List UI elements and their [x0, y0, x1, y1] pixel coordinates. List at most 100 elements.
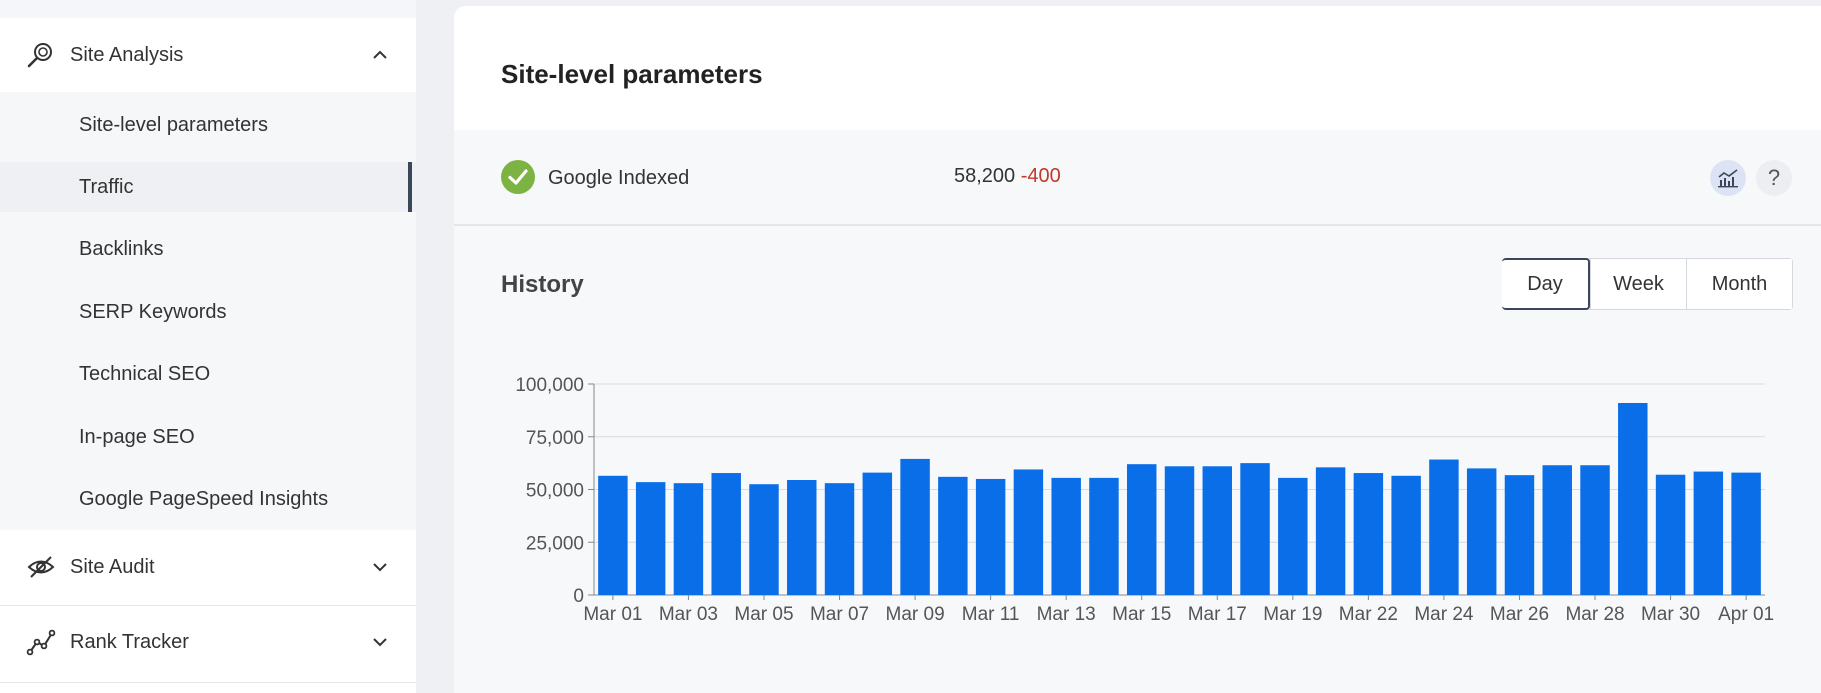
x-tick-label: Mar 03 — [659, 604, 718, 625]
bar-mar-02 — [635, 482, 666, 595]
sidebar-top-strip — [0, 0, 416, 18]
x-tick-label: Mar 15 — [1112, 604, 1171, 625]
metric-label: Google Indexed — [548, 167, 690, 189]
period-month-button[interactable]: Month — [1686, 259, 1792, 309]
sidebar-section-site-audit[interactable]: Site Audit — [0, 530, 416, 604]
chevron-down-icon[interactable] — [368, 555, 392, 579]
bar-mar-11 — [975, 478, 1006, 595]
sidebar-item-label: Site-level parameters — [79, 113, 268, 136]
x-tick-label: Mar 05 — [734, 604, 793, 625]
chevron-down-icon[interactable] — [368, 630, 392, 654]
magnifier-analysis-icon — [27, 43, 52, 68]
bar-mar-16 — [1164, 466, 1195, 595]
bar-mar-15 — [1126, 464, 1157, 595]
x-tick-label: Mar 17 — [1188, 604, 1247, 625]
bar-mar-05 — [749, 484, 779, 595]
bar-chart-icon — [1718, 169, 1738, 188]
eye-audit-icon — [27, 556, 55, 578]
bar-mar-31 — [1693, 471, 1724, 595]
bar-mar-22 — [1353, 473, 1384, 595]
main-content: Site-level parameters Google Indexed 58,… — [454, 6, 1821, 693]
trend-line-icon — [26, 629, 56, 656]
sidebar-section-site-analysis[interactable]: Site Analysis — [0, 18, 416, 92]
bar-mar-12 — [1013, 469, 1044, 595]
sidebar-item-label: Google PageSpeed Insights — [79, 487, 329, 510]
sidebar: Site Analysis Site-level parameters Traf… — [0, 0, 416, 693]
y-tick-label: 75,000 — [526, 428, 584, 449]
bar-mar-18 — [1240, 463, 1270, 595]
title-bar: Site-level parameters — [454, 6, 1821, 130]
page-title: Site-level parameters — [501, 59, 763, 89]
x-tick-label: Mar 11 — [962, 604, 1020, 625]
bar-mar-29 — [1618, 402, 1648, 595]
bar-mar-20 — [1315, 467, 1346, 595]
chart-toggle-button[interactable] — [1710, 160, 1746, 196]
x-tick-label: Mar 24 — [1414, 604, 1474, 625]
x-tick-label: Mar 26 — [1490, 604, 1549, 625]
x-tick-label: Mar 22 — [1339, 604, 1398, 625]
sidebar-item-in-page-seo[interactable]: In-page SEO — [0, 412, 416, 462]
bar-mar-07 — [824, 483, 855, 595]
bar-mar-03 — [673, 483, 704, 595]
x-tick-label: Apr 01 — [1718, 604, 1774, 625]
help-button[interactable]: ? — [1756, 160, 1792, 196]
metric-value: 58,200 — [954, 165, 1016, 187]
sidebar-submenu: Site-level parameters Traffic Backlinks … — [0, 92, 416, 530]
history-title: History — [501, 271, 584, 298]
x-tick-label: Mar 13 — [1037, 604, 1096, 625]
period-week-button[interactable]: Week — [1590, 259, 1686, 309]
bar-mar-28 — [1580, 465, 1610, 595]
x-tick-label: Mar 30 — [1641, 604, 1700, 625]
y-tick-label: 50,000 — [526, 481, 584, 502]
chevron-up-icon[interactable] — [368, 43, 392, 67]
y-tick-label: 100,000 — [515, 375, 584, 396]
x-tick-label: Mar 09 — [886, 604, 945, 625]
x-tick-label: Mar 19 — [1263, 604, 1322, 625]
x-tick-label: Mar 01 — [583, 604, 642, 625]
sidebar-section-rank-tracker[interactable]: Rank Tracker — [0, 605, 416, 679]
x-tick-label: Mar 07 — [810, 604, 869, 625]
sidebar-item-label: SERP Keywords — [79, 300, 227, 323]
period-day-button[interactable]: Day — [1502, 258, 1590, 310]
sidebar-item-label: Technical SEO — [79, 362, 211, 385]
bar-mar-24 — [1429, 459, 1459, 595]
bar-mar-23 — [1391, 475, 1421, 595]
bar-mar-17 — [1202, 466, 1233, 595]
sidebar-item-label: Traffic — [79, 175, 134, 198]
sidebar-item-traffic[interactable]: Traffic — [0, 162, 416, 212]
sidebar-section-label: Rank Tracker — [70, 630, 189, 653]
sidebar-item-backlinks[interactable]: Backlinks — [0, 224, 416, 274]
bar-mar-14 — [1089, 477, 1119, 595]
sidebar-divider — [0, 682, 416, 683]
sidebar-item-label: In-page SEO — [79, 425, 195, 448]
bar-mar-09 — [900, 458, 930, 595]
bar-mar-10 — [938, 476, 968, 595]
metric-row-google-indexed: Google Indexed 58,200 -400 ? — [454, 130, 1821, 226]
bar-mar-01 — [598, 475, 628, 595]
bar-mar-26 — [1504, 475, 1535, 595]
history-bar-chart: 0 25,000 50,000 75,000 100,000 Mar 01 Mar 03 Ma… — [515, 375, 1774, 625]
y-tick-label: 25,000 — [526, 533, 584, 554]
sidebar-item-pagespeed-insights[interactable]: Google PageSpeed Insights — [0, 474, 416, 524]
sidebar-item-site-level-parameters[interactable]: Site-level parameters — [0, 100, 416, 150]
bar-apr-01 — [1731, 472, 1761, 595]
question-icon: ? — [1767, 165, 1781, 190]
sidebar-section-label: Site Audit — [70, 555, 155, 578]
bar-mar-19 — [1278, 477, 1308, 595]
bar-mar-08 — [862, 472, 893, 595]
sidebar-item-technical-seo[interactable]: Technical SEO — [0, 349, 416, 399]
bar-mar-06 — [787, 480, 817, 595]
bar-mar-04 — [711, 473, 741, 595]
bar-mar-13 — [1051, 477, 1081, 595]
period-selector: Day Week Month — [1502, 258, 1793, 310]
y-tick-label: 0 — [573, 586, 584, 607]
bar-mar-27 — [1542, 465, 1572, 595]
sidebar-section-label: Site Analysis — [70, 43, 184, 66]
metric-delta: -400 — [1020, 165, 1061, 187]
check-circle-icon — [501, 160, 535, 194]
bar-mar-25 — [1466, 468, 1497, 595]
metric-value-group: 58,200 -400 — [954, 165, 1061, 188]
sidebar-item-serp-keywords[interactable]: SERP Keywords — [0, 287, 416, 337]
sidebar-divider — [0, 605, 416, 606]
x-tick-label: Mar 28 — [1565, 604, 1624, 625]
